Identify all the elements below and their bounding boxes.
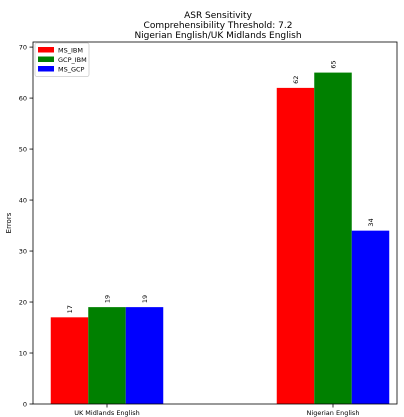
bar-MS_IBM-1 — [276, 87, 315, 404]
plot-area: 17 19 19 62 65 34 0 10 20 30 40 50 60 70 UK Midlands… — [19, 41, 398, 417]
chart-title: ASR Sensitivity Comprehensibility Thresh… — [134, 11, 301, 41]
legend-label-MS_GCP: MS_GCP — [58, 65, 85, 73]
bar-label-MS_IBM-0: 17 — [66, 305, 74, 313]
chart-title-line-2: Comprehensibility Threshold: 7.2 — [144, 21, 293, 31]
axes-frame — [32, 41, 398, 405]
bar-MS_GCP-1 — [351, 230, 390, 404]
bars-layer — [50, 72, 390, 404]
y-tick-label-70: 70 — [19, 43, 27, 51]
y-tick-label-0: 0 — [23, 400, 27, 408]
chart-title-line-3: Nigerian English/UK Midlands English — [134, 31, 301, 41]
y-axis-label: Errors — [5, 212, 13, 233]
y-tick-label-60: 60 — [19, 94, 27, 102]
bar-label-GCP_IBM-0: 19 — [103, 295, 111, 303]
x-axis-ticks: UK Midlands English Nigerian English — [74, 404, 359, 417]
bar-label-MS_IBM-1: 62 — [292, 76, 300, 84]
y-tick-label-20: 20 — [19, 298, 27, 306]
legend-swatch-GCP_IBM — [38, 56, 54, 62]
y-tick-label-40: 40 — [19, 196, 27, 204]
bar-MS_GCP-0 — [125, 307, 164, 404]
bar-MS_IBM-0 — [50, 317, 89, 404]
x-tick-label-1: Nigerian English — [307, 409, 360, 417]
legend-label-GCP_IBM: GCP_IBM — [58, 56, 87, 64]
bar-GCP_IBM-0 — [88, 307, 126, 404]
bar-label-MS_GCP-0: 19 — [141, 295, 149, 303]
legend-label-MS_IBM: MS_IBM — [58, 46, 83, 54]
chart-title-line-1: ASR Sensitivity — [184, 11, 253, 21]
y-tick-label-10: 10 — [19, 349, 27, 357]
y-axis-ticks: 0 10 20 30 40 50 60 70 — [19, 43, 33, 408]
legend-swatch-MS_IBM — [38, 47, 54, 53]
bar-label-MS_GCP-1: 34 — [367, 218, 375, 226]
y-tick-label-50: 50 — [19, 145, 27, 153]
bar-labels-layer: 17 19 19 62 65 34 — [66, 60, 375, 313]
legend-swatch-MS_GCP — [38, 66, 54, 72]
bar-label-GCP_IBM-1: 65 — [329, 60, 337, 68]
bar-GCP_IBM-1 — [314, 72, 352, 404]
x-tick-label-0: UK Midlands English — [74, 409, 140, 417]
y-tick-label-30: 30 — [19, 247, 27, 255]
